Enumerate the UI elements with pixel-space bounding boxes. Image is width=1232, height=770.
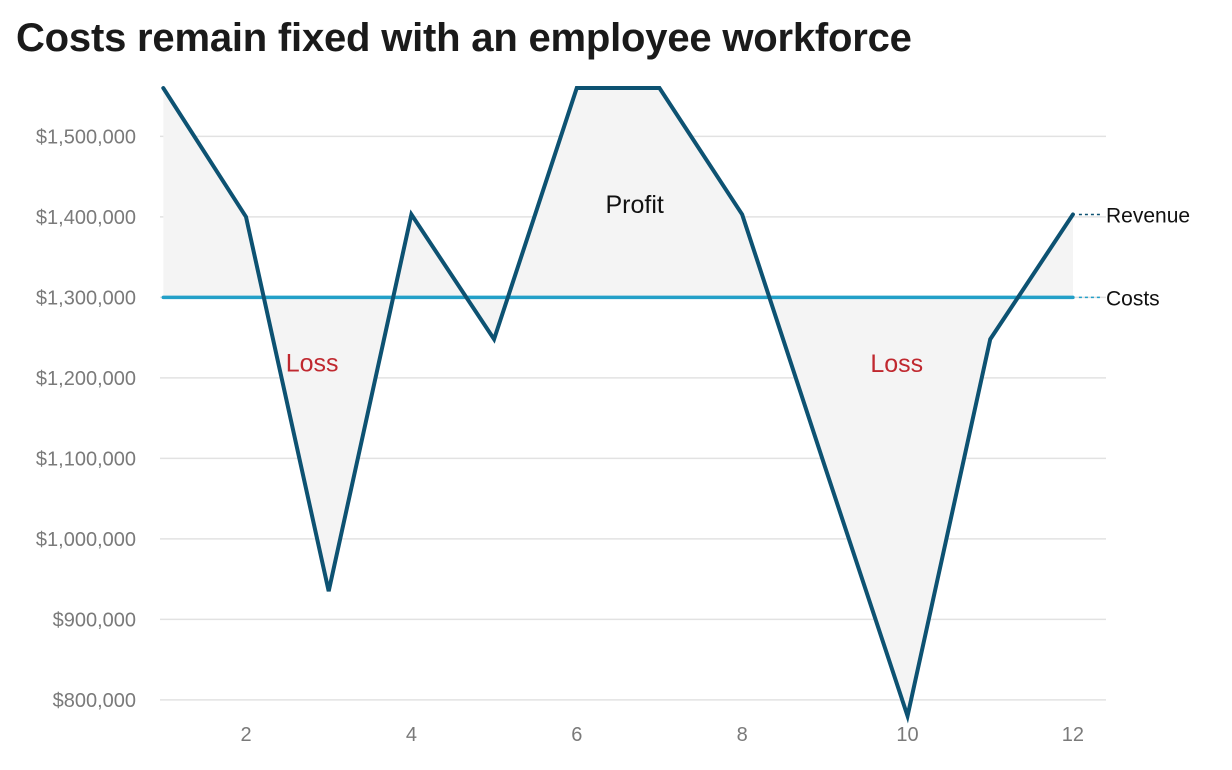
x-tick-label: 12 <box>1062 724 1084 746</box>
x-tick-label: 2 <box>240 724 251 746</box>
series-label-revenue: Revenue <box>1106 204 1190 227</box>
y-tick-label: $800,000 <box>53 690 136 712</box>
annotation-profit: Profit <box>605 191 663 219</box>
series-labels: Costs Revenue <box>1078 204 1190 310</box>
x-tick-label: 6 <box>571 724 582 746</box>
x-tick-label: 4 <box>406 724 417 746</box>
y-tick-label: $1,100,000 <box>36 448 136 470</box>
chart-title: Costs remain fixed with an employee work… <box>16 16 912 60</box>
y-tick-label: $1,300,000 <box>36 287 136 309</box>
x-axis: 2 4 6 8 10 12 <box>240 724 1084 746</box>
y-tick-label: $1,000,000 <box>36 529 136 551</box>
y-tick-label: $1,200,000 <box>36 368 136 390</box>
annotation-loss: Loss <box>870 350 923 378</box>
y-tick-label: $1,500,000 <box>36 126 136 148</box>
series-label-costs: Costs <box>1106 287 1160 310</box>
y-axis: $800,000 $900,000 $1,000,000 $1,100,000 $1,2… <box>36 126 136 712</box>
x-tick-label: 10 <box>896 724 918 746</box>
series-lines <box>161 86 1075 724</box>
x-tick-label: 8 <box>737 724 748 746</box>
annotations: Loss Profit Loss <box>286 191 923 378</box>
y-tick-label: $900,000 <box>53 609 136 631</box>
profit-loss-area <box>163 88 1073 716</box>
y-tick-label: $1,400,000 <box>36 207 136 229</box>
series-line-revenue <box>161 86 1075 724</box>
annotation-loss: Loss <box>286 349 339 377</box>
